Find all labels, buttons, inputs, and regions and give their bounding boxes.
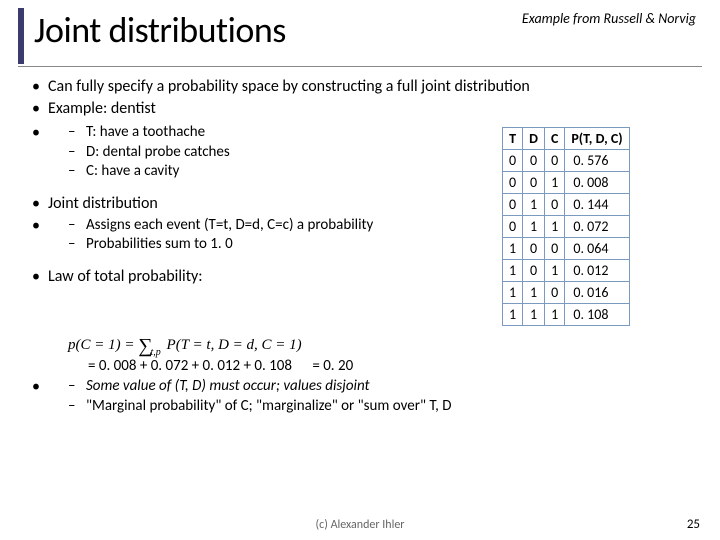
table-cell: 0	[523, 260, 545, 282]
title-accent-bar	[18, 8, 24, 64]
table-cell: 1	[523, 216, 545, 238]
bullet-item: Can fully specify a probability space by…	[28, 77, 692, 97]
table-cell: 1	[523, 304, 545, 326]
table-cell: 0	[544, 238, 564, 260]
slide-body: Can fully specify a probability space by…	[0, 73, 720, 416]
table-row: 0100. 144	[503, 194, 630, 216]
sub-bullet-item: D: dental probe catches	[58, 143, 502, 163]
table-cell: 1	[544, 304, 564, 326]
probability-table: T D C P(T, D, C) 0000. 5760010. 0080100.…	[502, 127, 630, 326]
bullet-item: Joint distribution	[28, 194, 502, 214]
table-cell: 0	[503, 172, 523, 194]
table-cell: 1	[503, 282, 523, 304]
calculation-line: = 0. 008 + 0. 072 + 0. 012 + 0. 108 = 0.…	[28, 357, 692, 375]
table-cell: 0	[503, 194, 523, 216]
table-cell: 0	[523, 238, 545, 260]
table-cell: 0	[503, 150, 523, 172]
table-cell: 0. 064	[565, 238, 629, 260]
table-cell: 0	[503, 216, 523, 238]
table-cell: 0. 008	[565, 172, 629, 194]
formula-rhs: P(T = t, D = d, C = 1)	[167, 337, 302, 353]
right-column: T D C P(T, D, C) 0000. 5760010. 0080100.…	[502, 121, 692, 326]
sub-bullet-item: Probabilities sum to 1. 0	[58, 235, 502, 255]
table-cell: 0	[544, 282, 564, 304]
left-column: T: have a toothache D: dental probe catc…	[28, 121, 502, 326]
table-cell: 1	[503, 260, 523, 282]
formula: p(C = 1) = ∑t,p P(T = t, D = d, C = 1)	[28, 326, 692, 357]
table-row: 1100. 016	[503, 282, 630, 304]
footer-copyright: (c) Alexander Ihler	[0, 518, 720, 532]
table-cell: 0. 576	[565, 150, 629, 172]
table-cell: 0. 016	[565, 282, 629, 304]
table-cell: 1	[544, 216, 564, 238]
table-cell: 0	[523, 172, 545, 194]
table-header: D	[523, 128, 545, 150]
table-cell: 1	[503, 238, 523, 260]
table-cell: 0	[523, 150, 545, 172]
table-row: 0010. 008	[503, 172, 630, 194]
table-cell: 1	[503, 304, 523, 326]
table-cell: 0. 072	[565, 216, 629, 238]
formula-subscript: t,p	[151, 347, 161, 358]
table-row: 1010. 012	[503, 260, 630, 282]
formula-lhs: p(C = 1) =	[68, 337, 138, 353]
table-row: 0110. 072	[503, 216, 630, 238]
table-header: C	[544, 128, 564, 150]
table-row: 1000. 064	[503, 238, 630, 260]
table-header: P(T, D, C)	[565, 128, 629, 150]
table-cell: 1	[523, 282, 545, 304]
table-cell: 0	[544, 150, 564, 172]
page-number: 25	[687, 517, 700, 532]
title-underline	[18, 66, 702, 67]
sub-bullet-item: T: have a toothache	[58, 123, 502, 143]
table-cell: 0. 012	[565, 260, 629, 282]
calc-result: = 0. 20	[312, 357, 353, 375]
table-cell: 1	[544, 260, 564, 282]
attribution: Example from Russell & Norvig	[522, 10, 696, 27]
sub-bullet-text: Some value of (T, D) must occur; values …	[86, 377, 370, 395]
table-cell: 0. 144	[565, 194, 629, 216]
table-cell: 1	[544, 172, 564, 194]
slide-title: Joint distributions	[34, 8, 286, 52]
calc-sum: = 0. 008 + 0. 072 + 0. 012 + 0. 108	[88, 357, 292, 375]
table-row: 0000. 576	[503, 150, 630, 172]
table-cell: 0. 108	[565, 304, 629, 326]
slide: Example from Russell & Norvig Joint dist…	[0, 0, 720, 540]
table-header: T	[503, 128, 523, 150]
table-body: 0000. 5760010. 0080100. 1440110. 0721000…	[503, 150, 630, 326]
sub-bullet-item: "Marginal probability" of C; "marginaliz…	[58, 397, 692, 417]
table-cell: 0	[544, 194, 564, 216]
table-header-row: T D C P(T, D, C)	[503, 128, 630, 150]
sub-bullet-item: C: have a cavity	[58, 162, 502, 182]
table-row: 1110. 108	[503, 304, 630, 326]
bullet-item: Law of total probability:	[28, 267, 502, 287]
sub-bullet-item: Some value of (T, D) must occur; values …	[58, 377, 692, 397]
bullet-item: Example: dentist	[28, 99, 692, 119]
table-cell: 1	[523, 194, 545, 216]
sub-bullet-item: Assigns each event (T=t, D=d, C=c) a pro…	[58, 216, 502, 236]
